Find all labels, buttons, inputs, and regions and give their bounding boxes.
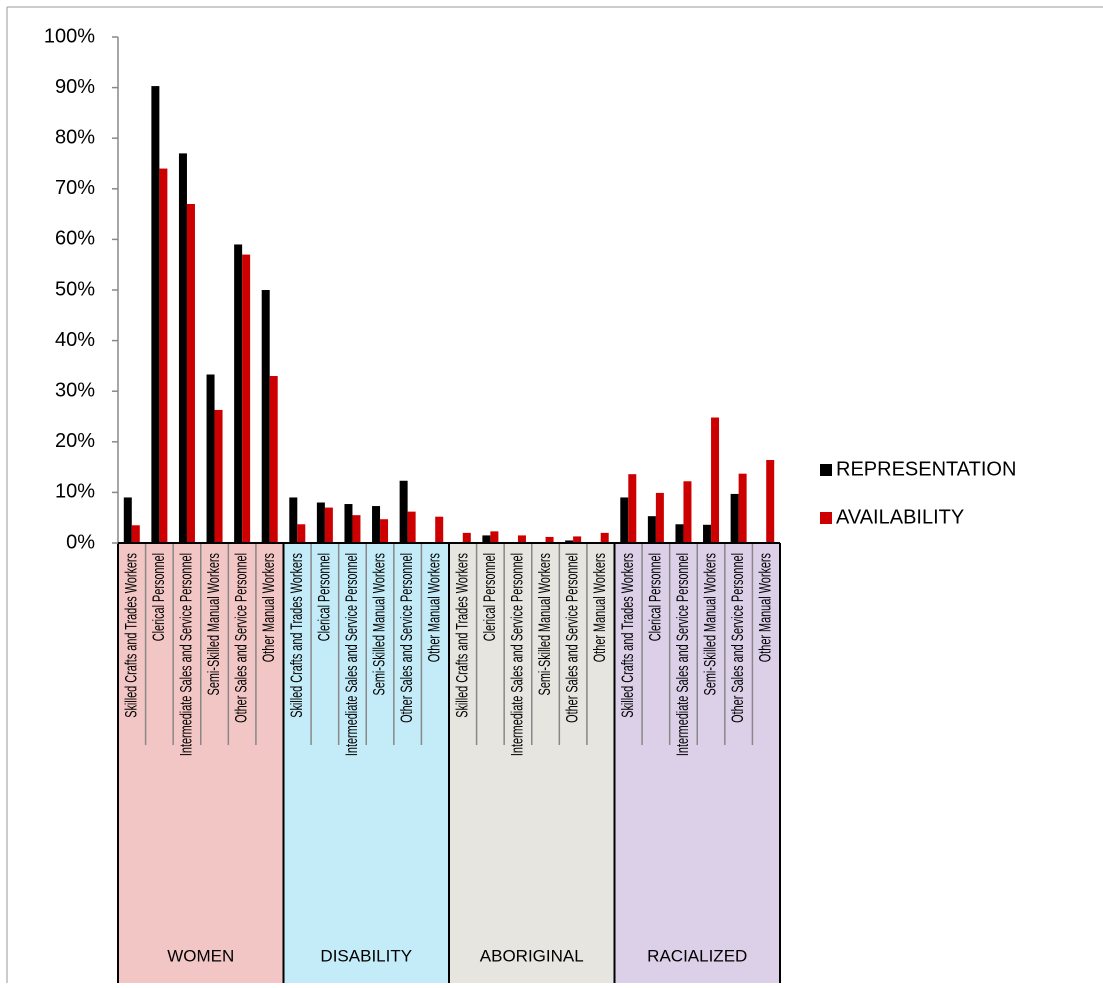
bar (620, 497, 629, 543)
x-tick-label: Other Sales and Service Personnel (729, 553, 748, 723)
bar (399, 480, 408, 543)
bar (178, 153, 187, 543)
x-tick-label: Semi-Skilled Manual Workers (205, 553, 224, 695)
x-tick-label: Clerical Personnel (315, 553, 334, 641)
x-tick-label: Other Manual Workers (425, 553, 444, 662)
bar (131, 525, 140, 543)
bar (703, 524, 712, 543)
x-tick-label: Other Manual Workers (260, 553, 279, 662)
bar (738, 473, 747, 543)
bar (289, 497, 298, 543)
y-tick-label: 20% (55, 430, 95, 452)
y-tick-label: 30% (55, 379, 95, 401)
x-tick-label: Clerical Personnel (150, 553, 169, 641)
x-tick-label: Semi-Skilled Manual Workers (370, 553, 389, 695)
bar (159, 168, 168, 543)
x-tick-label: Semi-Skilled Manual Workers (536, 553, 555, 695)
group-label: ABORIGINAL (480, 946, 584, 965)
bar (261, 290, 270, 543)
bar (628, 474, 637, 543)
group-label: WOMEN (167, 946, 234, 965)
x-tick-label: Skilled Crafts and Trades Workers (618, 553, 637, 718)
y-tick-label: 10% (55, 481, 95, 503)
bar (297, 524, 306, 543)
x-tick-label: Skilled Crafts and Trades Workers (287, 553, 306, 718)
x-tick-label: Intermediate Sales and Service Personnel (674, 553, 693, 756)
group-label: DISABILITY (320, 946, 412, 965)
bar (352, 515, 361, 543)
legend-swatch (820, 464, 832, 476)
bar (407, 511, 416, 543)
y-tick-label: 40% (55, 329, 95, 351)
x-tick-label: Other Manual Workers (756, 553, 775, 662)
bar (324, 507, 333, 543)
bar (380, 519, 389, 543)
x-tick-label: Other Sales and Service Personnel (232, 553, 251, 723)
bar (151, 86, 160, 543)
x-tick-label: Clerical Personnel (646, 553, 665, 641)
y-tick-label: 100% (44, 25, 95, 47)
y-tick-label: 70% (55, 177, 95, 199)
x-tick-label: Clerical Personnel (481, 553, 500, 641)
bar (565, 540, 574, 543)
bar (683, 481, 692, 543)
x-tick-label: Intermediate Sales and Service Personnel (343, 553, 362, 756)
bar (675, 524, 684, 543)
x-tick-label: Other Manual Workers (591, 553, 610, 662)
legend-label: REPRESENTATION (836, 458, 1016, 480)
bar (462, 532, 471, 543)
y-tick-label: 90% (55, 76, 95, 98)
bar (234, 244, 243, 543)
bar (482, 535, 491, 543)
y-tick-label: 0% (66, 531, 95, 553)
y-tick-label: 80% (55, 126, 95, 148)
group-label: RACIALIZED (647, 946, 747, 965)
bar (242, 254, 251, 543)
legend-swatch (820, 512, 832, 524)
x-tick-label: Intermediate Sales and Service Personnel (508, 553, 527, 756)
bar (123, 497, 132, 543)
bar (711, 417, 720, 543)
x-tick-label: Semi-Skilled Manual Workers (701, 553, 720, 695)
bar (372, 506, 381, 543)
bar (490, 531, 499, 543)
y-tick-label: 60% (55, 228, 95, 250)
bar (269, 376, 278, 543)
bar (655, 492, 664, 543)
bar (206, 374, 215, 543)
bar (517, 535, 526, 543)
bar (545, 536, 554, 543)
bar (435, 516, 444, 543)
bar (214, 409, 223, 543)
bar (766, 460, 775, 543)
x-tick-label: Intermediate Sales and Service Personnel (177, 553, 196, 756)
bar (730, 493, 739, 543)
x-tick-label: Skilled Crafts and Trades Workers (122, 553, 141, 718)
bar (647, 516, 656, 543)
y-tick-label: 50% (55, 278, 95, 300)
bar (600, 532, 609, 543)
x-tick-label: Other Sales and Service Personnel (563, 553, 582, 723)
legend-label: AVAILABILITY (836, 506, 964, 528)
x-tick-label: Skilled Crafts and Trades Workers (453, 553, 472, 718)
bar (186, 203, 195, 544)
bar (344, 504, 353, 543)
bar (573, 536, 582, 543)
x-tick-label: Other Sales and Service Personnel (398, 553, 417, 723)
bar (316, 502, 325, 543)
